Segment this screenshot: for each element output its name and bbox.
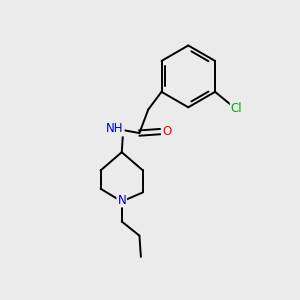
Text: O: O bbox=[162, 125, 171, 138]
Text: N: N bbox=[117, 194, 126, 206]
Text: NH: NH bbox=[106, 122, 124, 135]
Text: Cl: Cl bbox=[231, 101, 242, 115]
